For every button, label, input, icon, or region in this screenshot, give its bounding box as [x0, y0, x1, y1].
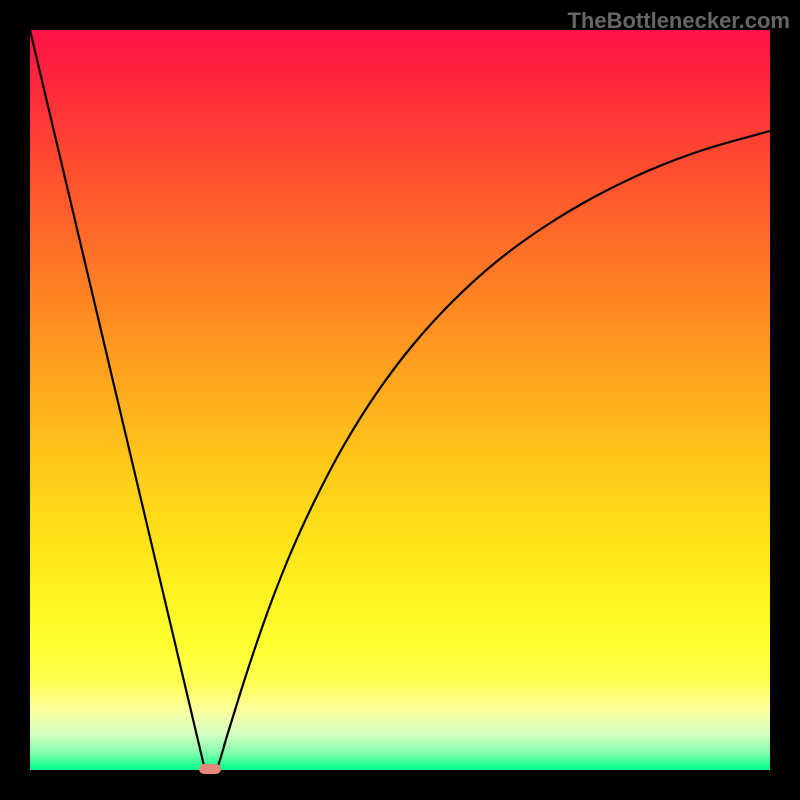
bottleneck-chart	[0, 0, 800, 800]
dip-marker	[199, 764, 221, 774]
chart-container: TheBottlenecker.com	[0, 0, 800, 800]
watermark-text: TheBottlenecker.com	[567, 8, 790, 34]
